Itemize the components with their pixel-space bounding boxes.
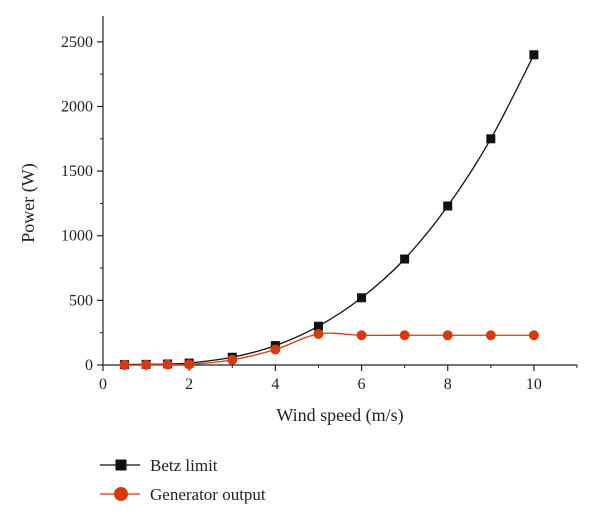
legend: Betz limit Generator output — [100, 456, 266, 504]
series-betz-limit — [120, 50, 539, 370]
y-axis-title: Power (W) — [18, 163, 39, 242]
x-tick-label: 6 — [358, 376, 366, 393]
data-point — [443, 201, 453, 211]
legend-marker-square — [115, 459, 127, 471]
y-tick-label: 0 — [85, 357, 93, 374]
legend-item: Betz limit — [100, 456, 218, 475]
legend-item: Generator output — [100, 485, 266, 504]
y-tick-label: 2500 — [61, 34, 93, 51]
data-point — [400, 254, 410, 264]
y-tick-label: 1500 — [61, 163, 93, 180]
series-generator-output — [119, 328, 539, 370]
x-tick-label: 2 — [185, 376, 193, 393]
y-tick-label: 500 — [69, 292, 93, 309]
x-tick-label: 4 — [271, 376, 279, 393]
legend-label: Betz limit — [150, 456, 218, 475]
data-point — [528, 330, 539, 341]
data-point — [399, 330, 410, 341]
x-tick-label: 10 — [526, 376, 542, 393]
data-point — [357, 293, 367, 303]
data-point — [227, 354, 238, 365]
x-tick-label: 8 — [444, 376, 452, 393]
data-point — [270, 344, 281, 355]
data-point — [313, 328, 324, 339]
legend-marker-circle — [114, 487, 128, 501]
data-point — [486, 134, 496, 144]
data-point — [141, 359, 152, 370]
x-axis-title: Wind speed (m/s) — [276, 405, 403, 426]
y-tick-label: 2000 — [61, 98, 93, 115]
data-point — [184, 359, 195, 370]
legend-label: Generator output — [150, 485, 266, 504]
data-point — [313, 321, 323, 331]
series-line — [124, 54, 535, 366]
data-point — [485, 330, 496, 341]
data-point — [529, 50, 539, 60]
data-point — [442, 330, 453, 341]
data-point — [356, 330, 367, 341]
y-tick-label: 1000 — [61, 228, 93, 245]
series-layer — [119, 50, 539, 370]
data-point — [119, 360, 130, 370]
data-point — [162, 359, 173, 370]
x-tick-label: 0 — [99, 376, 107, 393]
